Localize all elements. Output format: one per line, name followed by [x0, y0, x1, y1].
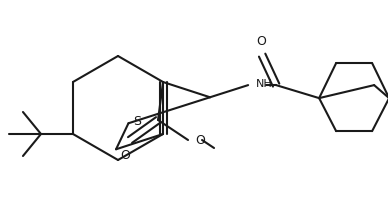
- Text: O: O: [195, 133, 205, 146]
- Text: O: O: [120, 149, 130, 162]
- Text: O: O: [256, 35, 266, 48]
- Text: S: S: [133, 115, 142, 128]
- Text: NH: NH: [256, 79, 273, 89]
